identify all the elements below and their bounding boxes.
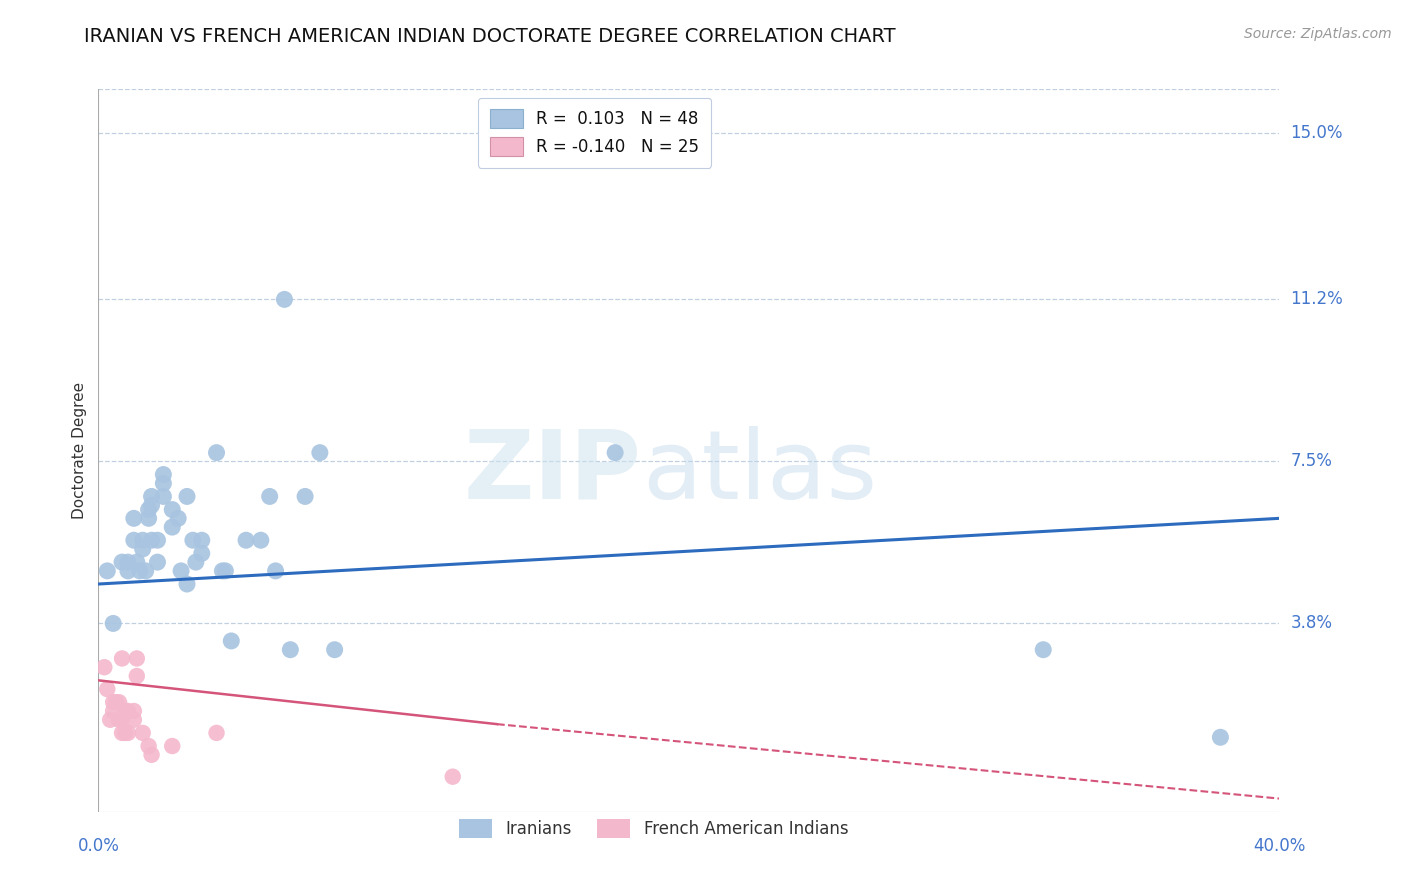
Point (323, 642, 346, 657)
Point (117, 555, 139, 569)
Point (103, 695, 125, 709)
Point (1032, 642, 1054, 657)
Point (111, 726, 134, 740)
Point (117, 704, 139, 718)
Point (122, 511, 145, 525)
Text: 0.0%: 0.0% (77, 837, 120, 855)
Point (280, 642, 302, 657)
Point (264, 564, 287, 578)
Point (125, 555, 148, 569)
Point (167, 511, 190, 525)
Point (117, 564, 139, 578)
Point (184, 555, 207, 569)
Point (103, 704, 125, 718)
Point (205, 445, 228, 459)
Point (162, 502, 183, 516)
Point (170, 564, 193, 578)
Point (146, 533, 169, 548)
Point (105, 695, 128, 709)
Point (141, 533, 163, 548)
Point (176, 490, 198, 504)
Point (141, 498, 163, 512)
Text: 40.0%: 40.0% (1253, 837, 1306, 855)
Point (259, 490, 281, 504)
Point (152, 467, 174, 482)
Point (205, 726, 228, 740)
Point (111, 555, 134, 569)
Point (111, 651, 134, 665)
Point (441, 770, 464, 784)
Point (125, 669, 148, 683)
Text: 3.8%: 3.8% (1291, 615, 1333, 632)
Text: 11.2%: 11.2% (1291, 291, 1343, 309)
Point (132, 726, 155, 740)
Point (128, 564, 150, 578)
Point (111, 713, 134, 727)
Point (294, 490, 316, 504)
Legend: Iranians, French American Indians: Iranians, French American Indians (450, 811, 856, 847)
Point (132, 541, 155, 556)
Point (146, 555, 169, 569)
Point (250, 533, 273, 548)
Point (98, 713, 121, 727)
Point (141, 490, 163, 504)
Y-axis label: Doctorate Degree: Doctorate Degree (72, 382, 87, 519)
Point (162, 520, 183, 534)
Point (132, 533, 155, 548)
Text: atlas: atlas (641, 425, 877, 518)
Text: IRANIAN VS FRENCH AMERICAN INDIAN DOCTORATE DEGREE CORRELATION CHART: IRANIAN VS FRENCH AMERICAN INDIAN DOCTOR… (84, 27, 896, 45)
Point (122, 533, 145, 548)
Point (1209, 731, 1232, 745)
Point (114, 704, 136, 718)
Point (141, 747, 163, 762)
Point (191, 533, 214, 548)
Point (122, 704, 145, 718)
Point (103, 616, 125, 631)
Point (214, 564, 236, 578)
Point (605, 445, 627, 459)
Text: 15.0%: 15.0% (1291, 124, 1343, 142)
Point (138, 511, 160, 525)
Point (176, 577, 198, 591)
Point (122, 713, 145, 727)
Point (211, 564, 233, 578)
Point (191, 546, 214, 560)
Point (93, 660, 115, 674)
Point (96, 564, 118, 578)
Text: ZIP: ZIP (464, 425, 641, 518)
Point (162, 739, 183, 753)
Point (117, 726, 139, 740)
Point (152, 490, 174, 504)
Point (125, 651, 148, 665)
Point (114, 726, 136, 740)
Point (181, 533, 204, 548)
Point (221, 634, 243, 648)
Point (135, 564, 157, 578)
Point (309, 445, 332, 459)
Point (138, 502, 160, 516)
Point (235, 533, 257, 548)
Point (152, 476, 174, 491)
Text: Source: ZipAtlas.com: Source: ZipAtlas.com (1244, 27, 1392, 41)
Point (273, 293, 295, 307)
Point (108, 695, 131, 709)
Text: 7.5%: 7.5% (1291, 452, 1333, 470)
Point (96, 682, 118, 697)
Point (108, 713, 131, 727)
Point (138, 739, 160, 753)
